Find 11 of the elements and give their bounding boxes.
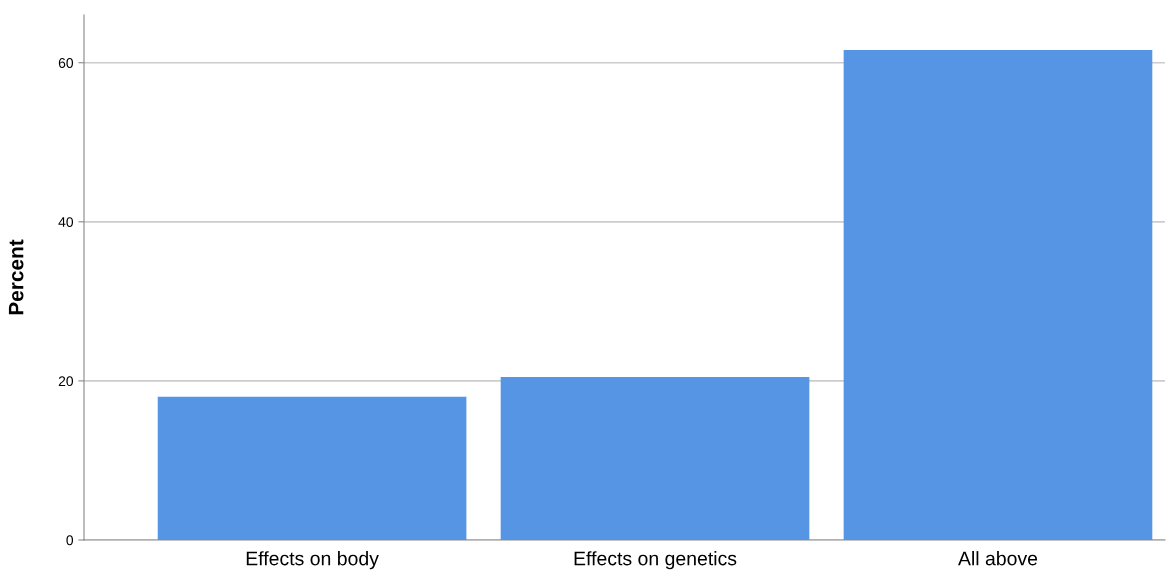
y-tick-label: 60 [58,58,74,68]
y-axis-title: Percent [8,239,24,315]
x-tick-label: All above [958,551,1038,566]
x-tick-label: Effects on genetics [574,551,737,570]
y-tick-label: 0 [66,535,74,546]
y-tick-label: 20 [58,376,74,387]
x-tick-label: Effects on body [246,551,379,570]
bar [500,376,810,540]
y-tick-label: 40 [58,217,74,227]
bar [157,396,467,540]
bar [843,50,1153,540]
